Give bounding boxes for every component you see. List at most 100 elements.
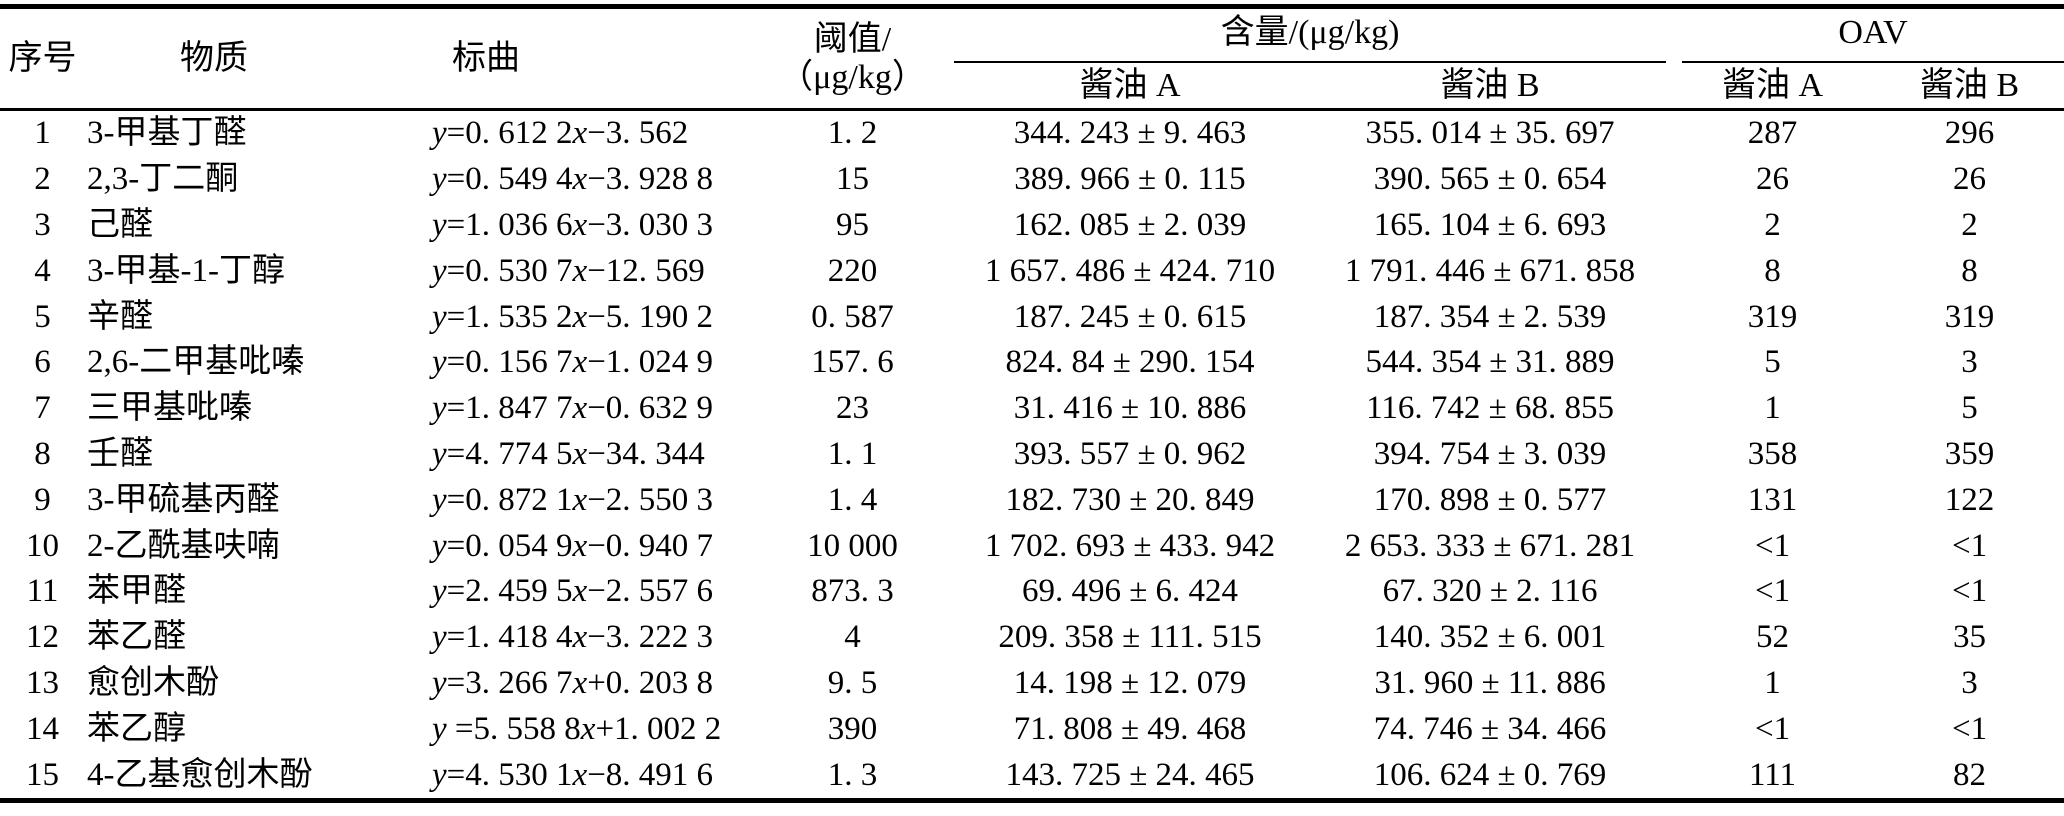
- content-b-cell: 1 791. 446 ± 671. 858: [1344, 252, 1636, 289]
- table-row: 1 3-甲基丁醛 y=0. 612 2x−3. 562 1. 2 344. 243 ± …: [0, 110, 2064, 157]
- table-row: 5 辛醛 y=1. 535 2x−5. 190 2 0. 587 187. 245 ± …: [0, 294, 2064, 340]
- threshold-cell: 95: [836, 206, 869, 243]
- substance-cell: 辛醛: [87, 298, 153, 335]
- curve-cell: y=2. 459 5x−2. 557 6: [432, 573, 714, 610]
- content-a-cell: 71. 808 ± 49. 468: [1013, 710, 1247, 747]
- oav-a-cell: 1: [1764, 664, 1781, 701]
- row-number-cell: 13: [26, 664, 59, 701]
- threshold-cell: 220: [827, 252, 878, 289]
- col-header-no: 序号: [0, 6, 85, 111]
- row-number-cell: 5: [34, 298, 51, 335]
- oav-a-cell: <1: [1754, 527, 1791, 564]
- oav-b-cell: 296: [1944, 115, 1995, 152]
- content-a-cell: 31. 416 ± 10. 886: [1013, 390, 1247, 427]
- row-number-cell: 9: [34, 481, 51, 518]
- col-header-curve: 标曲: [420, 6, 755, 111]
- substance-cell: 三甲基吡嗪: [87, 390, 252, 427]
- substance-cell: 3-甲基丁醛: [87, 115, 247, 152]
- table-row: 4 3-甲基-1-丁醇 y=0. 530 7x−12. 569 220 1 657. 4…: [0, 248, 2064, 294]
- table-row: 9 3-甲硫基丙醛 y=0. 872 1x−2. 550 3 1. 4 182. 730…: [0, 477, 2064, 523]
- col-header-content-soy-a: 酱油 A: [950, 62, 1310, 111]
- table-row: 12 苯乙醛 y=1. 418 4x−3. 222 3 4 209. 358 ± 111…: [0, 615, 2064, 661]
- oav-b-cell: 5: [1961, 390, 1978, 427]
- threshold-cell: 10 000: [807, 527, 898, 564]
- oav-b-cell: 35: [1953, 619, 1987, 656]
- oav-a-cell: 131: [1747, 481, 1798, 518]
- content-a-cell: 393. 557 ± 0. 962: [1013, 435, 1247, 472]
- curve-cell: y=4. 530 1x−8. 491 6: [432, 756, 714, 793]
- substance-cell: 愈创木酚: [87, 664, 219, 701]
- substance-cell: 2,6-二甲基吡嗪: [87, 344, 305, 381]
- oav-a-cell: 52: [1756, 619, 1790, 656]
- curve-cell: y=0. 530 7x−12. 569: [432, 252, 705, 289]
- col-header-oav-soy-b: 酱油 B: [1875, 62, 2064, 111]
- threshold-cell: 873. 3: [811, 573, 894, 610]
- content-a-cell: 1 657. 486 ± 424. 710: [984, 252, 1276, 289]
- row-number-cell: 4: [34, 252, 51, 289]
- oav-b-cell: <1: [1951, 527, 1988, 564]
- oav-b-cell: 3: [1961, 344, 1978, 381]
- substance-cell: 2,3-丁二酮: [87, 161, 239, 198]
- content-a-cell: 14. 198 ± 12. 079: [1013, 664, 1247, 701]
- row-number-cell: 10: [26, 527, 59, 564]
- curve-cell: y=0. 156 7x−1. 024 9: [432, 344, 714, 381]
- content-a-cell: 187. 245 ± 0. 615: [1013, 298, 1247, 335]
- content-a-cell: 1 702. 693 ± 433. 942: [984, 527, 1276, 564]
- substance-cell: 苯甲醛: [87, 573, 186, 610]
- row-number-cell: 2: [34, 161, 51, 198]
- oav-a-cell: 111: [1748, 756, 1797, 793]
- oav-b-cell: <1: [1951, 573, 1988, 610]
- oav-b-cell: 26: [1953, 161, 1987, 198]
- curve-cell: y=0. 054 9x−0. 940 7: [432, 527, 714, 564]
- oav-group-label: OAV: [1682, 10, 2064, 63]
- content-a-cell: 143. 725 ± 24. 465: [1005, 756, 1255, 793]
- row-number-cell: 8: [34, 435, 51, 472]
- threshold-cell: 4: [844, 619, 861, 656]
- content-b-cell: 67. 320 ± 2. 116: [1382, 573, 1598, 610]
- threshold-cell: 1. 4: [827, 481, 878, 518]
- table-row: 3 己醛 y=1. 036 6x−3. 030 3 95 162. 085 ± 2. 0…: [0, 203, 2064, 249]
- content-b-cell: 106. 624 ± 0. 769: [1373, 756, 1607, 793]
- substance-cell: 己醛: [87, 206, 153, 243]
- row-number-cell: 12: [26, 619, 59, 656]
- content-b-cell: 116. 742 ± 68. 855: [1366, 390, 1614, 427]
- table-row: 14 苯乙醇 y =5. 558 8x+1. 002 2 390 71. 808 ± 4…: [0, 706, 2064, 752]
- oav-a-cell: <1: [1754, 710, 1791, 747]
- threshold-cell: 15: [836, 161, 869, 198]
- content-b-cell: 140. 352 ± 6. 001: [1373, 619, 1607, 656]
- col-header-content-soy-b: 酱油 B: [1310, 62, 1671, 111]
- curve-cell: y=1. 847 7x−0. 632 9: [432, 390, 714, 427]
- threshold-cell: 23: [836, 390, 869, 427]
- col-header-threshold: 阈值/ （μg/kg）: [755, 6, 950, 111]
- curve-cell: y=4. 774 5x−34. 344: [432, 435, 705, 472]
- row-number-cell: 14: [26, 710, 59, 747]
- content-b-cell: 394. 754 ± 3. 039: [1373, 435, 1607, 472]
- content-b-cell: 390. 565 ± 0. 654: [1373, 161, 1607, 198]
- table-header: 序号 物质 标曲 阈值/ （μg/kg） 含量/(μg/kg) OAV 酱油 A…: [0, 6, 2064, 111]
- table-row: 11 苯甲醛 y=2. 459 5x−2. 557 6 873. 3 69. 496 ±…: [0, 569, 2064, 615]
- curve-cell: y=1. 535 2x−5. 190 2: [432, 298, 714, 335]
- content-b-cell: 355. 014 ± 35. 697: [1365, 115, 1615, 152]
- oav-b-cell: 8: [1961, 252, 1978, 289]
- oav-b-cell: 319: [1944, 298, 1995, 335]
- curve-cell: y=3. 266 7x+0. 203 8: [432, 664, 714, 701]
- row-number-cell: 6: [34, 344, 51, 381]
- threshold-cell: 9. 5: [827, 664, 878, 701]
- table-row: 6 2,6-二甲基吡嗪 y=0. 156 7x−1. 024 9 157. 6 824.…: [0, 340, 2064, 386]
- threshold-label-line1: 阈值/: [813, 21, 892, 59]
- oav-a-cell: 358: [1747, 435, 1798, 472]
- table-row: 2 2,3-丁二酮 y=0. 549 4x−3. 928 8 15 389. 966 ±…: [0, 157, 2064, 203]
- substance-cell: 4-乙基愈创木酚: [87, 756, 313, 793]
- curve-cell: y=0. 549 4x−3. 928 8: [432, 161, 714, 198]
- substance-cell: 壬醛: [87, 435, 153, 472]
- substance-cell: 2-乙酰基呋喃: [87, 527, 280, 564]
- curve-cell: y =5. 558 8x+1. 002 2: [432, 710, 722, 747]
- oav-a-cell: 26: [1756, 161, 1790, 198]
- row-number-cell: 3: [34, 206, 51, 243]
- content-b-cell: 187. 354 ± 2. 539: [1373, 298, 1607, 335]
- threshold-label-line2: （μg/kg）: [779, 58, 926, 96]
- oav-b-cell: 3: [1961, 664, 1978, 701]
- content-a-cell: 344. 243 ± 9. 463: [1013, 115, 1247, 152]
- threshold-cell: 1. 2: [827, 115, 878, 152]
- oav-b-cell: 2: [1961, 206, 1978, 243]
